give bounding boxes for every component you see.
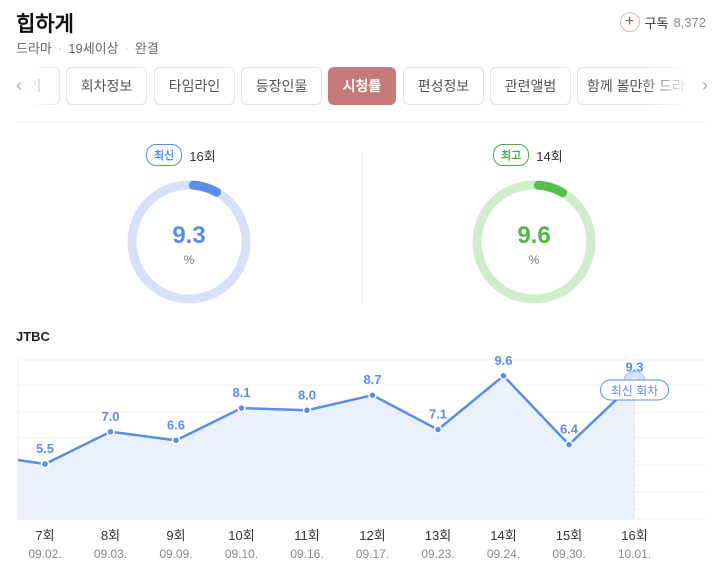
subscribe-label: 구독	[644, 15, 669, 31]
x-tick-label: 9회	[166, 528, 185, 543]
latest-rating-value: 9.3	[172, 222, 206, 249]
x-tick-label: 11회	[294, 528, 319, 543]
data-label: 9.3	[625, 359, 643, 374]
tab-recommended[interactable]: 함께 볼만한 드라	[577, 67, 695, 105]
age-rating-label: 19세이상	[68, 41, 119, 56]
program-meta: 드라마 · 19세이상 · 완결	[16, 38, 159, 57]
x-tick-label: 7회	[35, 528, 54, 543]
highest-rating-gauge: 9.6 %	[470, 178, 598, 306]
tab-cast[interactable]: 등장인물	[241, 67, 322, 105]
percent-unit: %	[183, 253, 195, 267]
tab-timeline[interactable]: 타임라인	[154, 67, 235, 105]
data-point	[171, 436, 181, 445]
x-tick-label: 10회	[228, 528, 254, 543]
x-date-label: 09.02.	[28, 547, 61, 561]
status-label: 완결	[134, 41, 159, 56]
divider	[16, 122, 706, 123]
highest-episode: 14회	[536, 148, 563, 164]
x-tick-label: 14회	[490, 528, 516, 543]
data-point	[106, 427, 115, 436]
data-label: 6.4	[560, 422, 579, 437]
x-tick-label: 16회	[621, 528, 647, 543]
data-point	[499, 371, 508, 381]
tab-bar: 기 회차정보 타임라인 등장인물 시청률 편성정보 관련앨범 함께 볼만한 드라…	[0, 67, 721, 107]
tab-ratings[interactable]: 시청률	[328, 67, 396, 105]
data-point	[368, 390, 377, 400]
latest-episode-callout-label: 최신 회차	[611, 384, 659, 398]
chevron-right-icon[interactable]: ›	[702, 75, 708, 95]
x-date-label: 09.09.	[159, 547, 192, 561]
gauge-arc	[127, 180, 251, 304]
data-label: 5.5	[36, 441, 54, 456]
data-label: 9.6	[494, 353, 512, 368]
program-header: 힙하게 드라마 · 19세이상 · 완결 + 구독 8,372	[16, 6, 706, 58]
x-tick-label: 12회	[359, 528, 385, 543]
x-date-label: 09.23.	[421, 547, 454, 561]
x-date-label: 09.17.	[356, 547, 389, 561]
latest-episode-callout	[600, 379, 669, 401]
gauge-arc	[472, 180, 596, 304]
separator-dot: ·	[57, 41, 63, 56]
data-label: 7.1	[429, 407, 447, 422]
x-date-label: 09.30.	[552, 547, 585, 561]
data-point	[40, 459, 50, 469]
x-tick-label: 15회	[556, 528, 582, 543]
x-date-label: 09.03.	[94, 547, 127, 561]
data-label: 8.0	[298, 387, 316, 402]
x-date-label: 10.01.	[618, 547, 651, 561]
subscribe-button[interactable]: + 구독 8,372	[619, 12, 706, 32]
latest-rating-header: 최신 16회	[146, 144, 216, 166]
latest-rating-gauge: 9.3 %	[125, 178, 253, 306]
highest-badge: 최고	[493, 144, 530, 166]
data-label: 8.7	[363, 372, 381, 387]
percent-unit: %	[528, 253, 540, 267]
data-label: 6.6	[167, 417, 185, 432]
latest-episode: 16회	[189, 148, 216, 164]
data-point	[564, 440, 574, 449]
chevron-left-icon[interactable]: ‹	[16, 75, 22, 95]
data-point	[302, 406, 312, 415]
x-tick-label: 13회	[425, 528, 451, 543]
data-label: 8.1	[232, 385, 250, 400]
x-date-label: 09.16.	[290, 547, 323, 561]
subscribe-count: 8,372	[673, 14, 706, 30]
genre-label: 드라마	[16, 41, 52, 56]
data-point	[433, 425, 443, 434]
page-title: 힙하게	[16, 13, 74, 36]
divider	[362, 153, 363, 303]
data-point	[237, 403, 246, 413]
tab-albums[interactable]: 관련앨범	[490, 67, 571, 105]
highest-rating-value: 9.6	[517, 222, 551, 249]
x-date-label: 09.10.	[225, 547, 258, 561]
highest-rating-header: 최고 14회	[493, 144, 563, 166]
latest-badge: 최신	[146, 144, 183, 166]
series-area	[18, 375, 635, 520]
tab-episode-info[interactable]: 회차정보	[66, 67, 147, 105]
plus-icon: +	[619, 12, 640, 32]
ratings-line-chart: 5.5 7회 09.02. 7.0 8회 09.03. 6.6 9회 09.09. 8.1 10회 0…	[0, 340, 721, 570]
x-tick-label: 8회	[101, 528, 120, 543]
channel-label: JTBC	[16, 329, 50, 344]
separator-dot: ·	[124, 41, 129, 56]
tab-schedule[interactable]: 편성정보	[403, 67, 484, 105]
data-label: 7.0	[101, 409, 119, 424]
x-date-label: 09.24.	[487, 547, 520, 561]
